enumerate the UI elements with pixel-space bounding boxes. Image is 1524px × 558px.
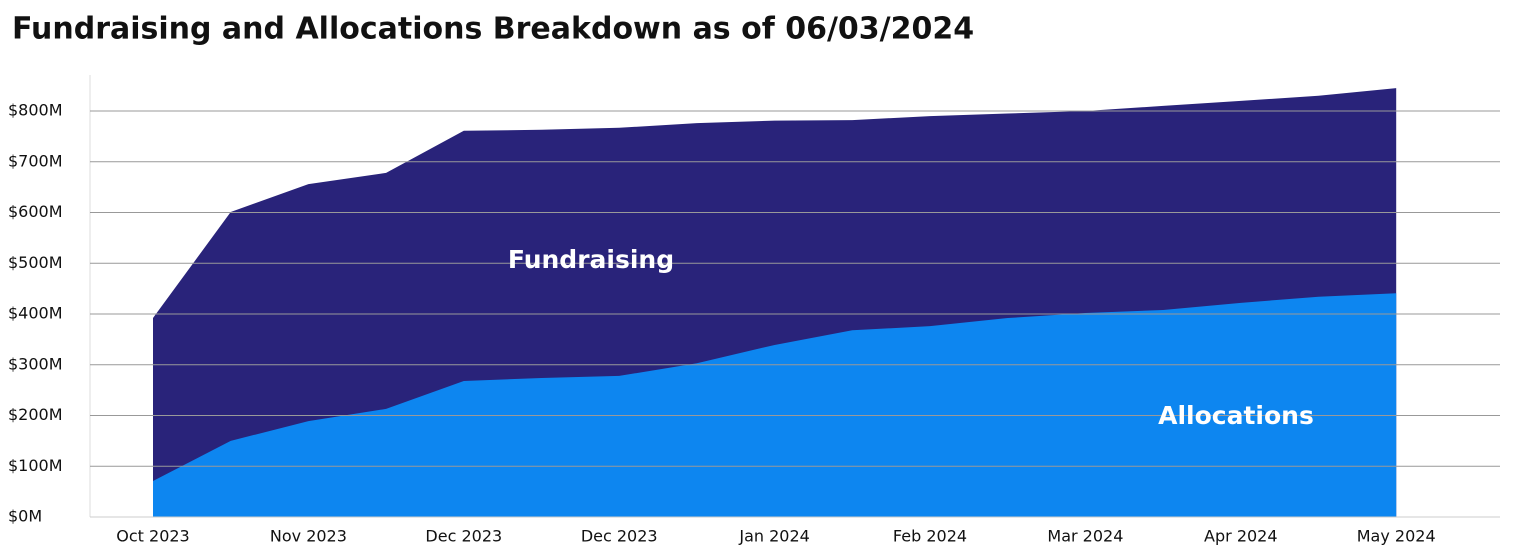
y-tick-label: $700M [8,151,63,170]
y-tick-label: $100M [8,456,63,475]
area [153,293,1397,517]
x-tick-label: Dec 2023 [425,527,502,546]
y-tick-label: $0M [8,507,42,526]
x-tick-label: Mar 2024 [1047,527,1123,546]
y-tick-label: $800M [8,101,63,120]
series-label: Fundraising [508,245,674,274]
x-tick-label: May 2024 [1357,527,1436,546]
y-tick-label: $400M [8,304,63,323]
y-tick-label: $600M [8,202,63,221]
y-tick-label: $500M [8,253,63,272]
x-tick-label: Oct 2023 [116,527,189,546]
y-tick-label: $300M [8,354,63,373]
x-tick-label: Apr 2024 [1204,527,1277,546]
chart-title: Fundraising and Allocations Breakdown as… [12,12,974,47]
y-tick-label: $200M [8,405,63,424]
x-tick-label: Jan 2024 [738,527,809,546]
x-tick-label: Dec 2023 [581,527,658,546]
x-tick-label: Feb 2024 [893,527,967,546]
series-label: Allocations [1158,401,1314,430]
x-tick-label: Nov 2023 [270,527,347,546]
